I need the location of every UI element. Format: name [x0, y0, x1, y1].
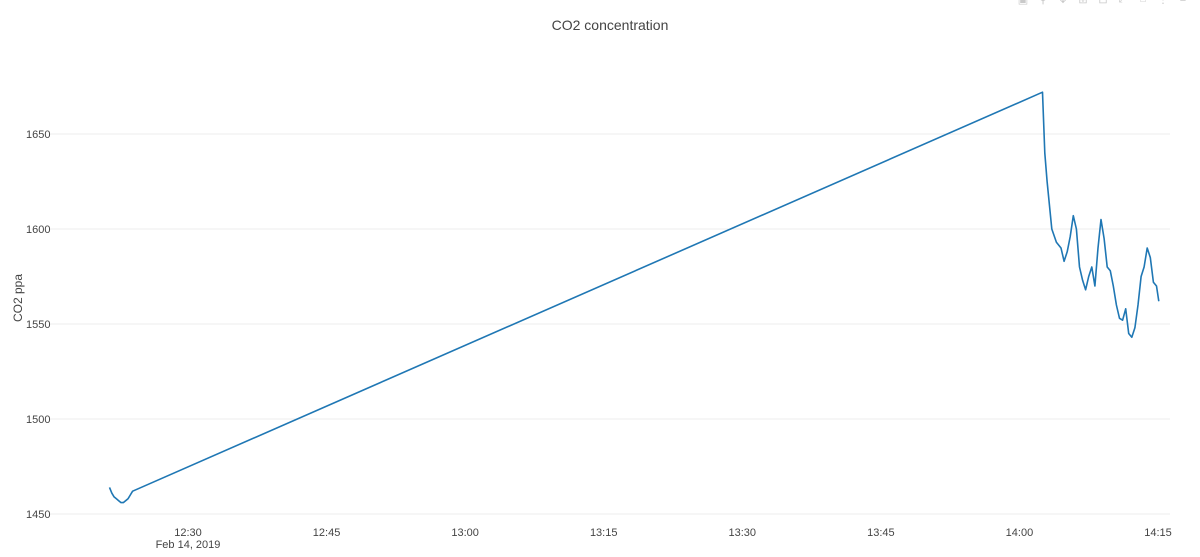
x-axis-ticks: 12:30 12:45 13:00 13:15 13:30 13:45 14:00 14:15 [174, 527, 1172, 539]
y-tick-label: 1500 [26, 414, 50, 426]
gridlines [50, 133, 1170, 515]
series-layer[interactable] [108, 91, 1160, 504]
x-tick-label: 12:30 [174, 527, 202, 539]
compare-icon[interactable]: ≡ [1176, 0, 1190, 6]
x-tick-label: 14:00 [1006, 527, 1034, 539]
x-axis-date-label: Feb 14, 2019 [156, 539, 221, 551]
autoscale-icon[interactable]: ⤢ [1116, 0, 1130, 6]
pan-icon[interactable]: ✥ [1056, 0, 1070, 6]
camera-icon[interactable]: ▣ [1016, 0, 1030, 6]
series-line[interactable] [108, 91, 1160, 504]
spike-icon[interactable]: ⋮ [1156, 0, 1170, 6]
x-tick-label: 14:15 [1144, 527, 1172, 539]
zoom-in-icon[interactable]: ⊞ [1076, 0, 1090, 6]
x-tick-label: 13:00 [451, 527, 479, 539]
chart-title: CO2 concentration [552, 17, 669, 33]
y-tick-label: 1650 [26, 129, 50, 141]
y-tick-label: 1550 [26, 319, 50, 331]
x-tick-label: 13:15 [590, 527, 618, 539]
home-icon[interactable]: ⌂ [1136, 0, 1150, 6]
x-tick-label: 13:45 [867, 527, 895, 539]
y-tick-label: 1600 [26, 224, 50, 236]
modebar: ▣ ⚲ ✥ ⊞ ⊟ ⤢ ⌂ ⋮ ≡ [1016, 0, 1190, 6]
y-axis-label: CO2 ppa [11, 274, 25, 322]
zoom-out-icon[interactable]: ⊟ [1096, 0, 1110, 6]
x-tick-label: 12:45 [313, 527, 341, 539]
x-tick-label: 13:30 [729, 527, 757, 539]
zoom-icon[interactable]: ⚲ [1036, 0, 1050, 6]
y-tick-label: 1450 [26, 509, 50, 521]
y-axis-ticks: 1450 1500 1550 1600 1650 [26, 129, 50, 521]
